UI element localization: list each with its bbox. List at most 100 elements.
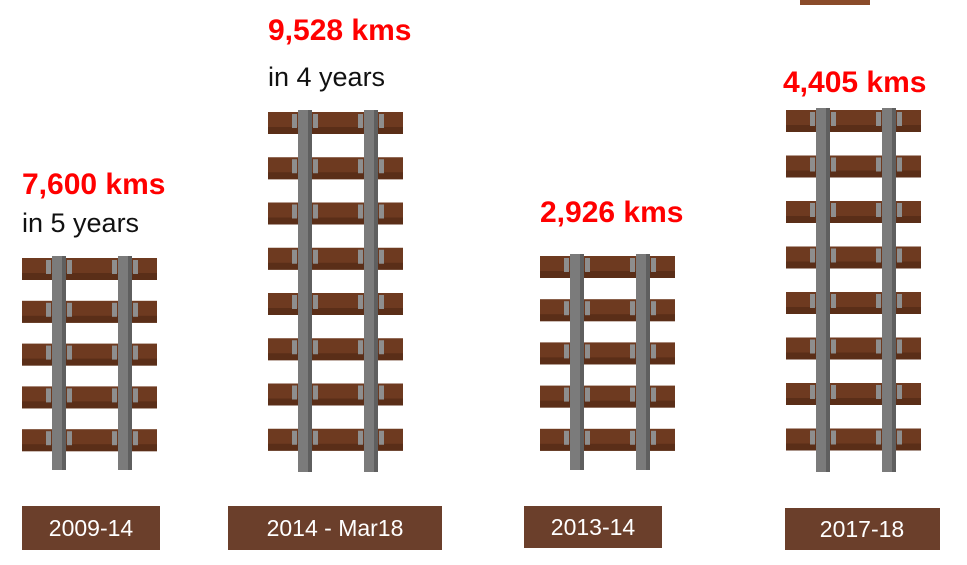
- rail-plate: [379, 340, 384, 355]
- rail-plate: [379, 159, 384, 174]
- rail-plate: [897, 430, 902, 445]
- rail-plate: [292, 204, 297, 219]
- sleeper-shade: [786, 216, 921, 223]
- rail-plate: [292, 385, 297, 400]
- period-box: [524, 506, 662, 548]
- rail-plate: [831, 430, 836, 445]
- sleeper-shade: [268, 217, 403, 225]
- rail-edge: [62, 256, 66, 470]
- rail-plate: [67, 431, 72, 446]
- rail-plate: [67, 388, 72, 403]
- rail-plate: [564, 387, 569, 402]
- sleeper-shade: [540, 271, 675, 278]
- rail-plate: [313, 295, 318, 309]
- sleeper-shade: [22, 273, 157, 280]
- rail-plate: [112, 345, 117, 360]
- sleeper-shade: [786, 398, 921, 405]
- sleeper-shade: [268, 443, 403, 451]
- rail-edge: [826, 108, 830, 472]
- rail-plate: [630, 387, 635, 402]
- rail-plate: [630, 430, 635, 445]
- headline: 4,405 kms: [783, 66, 926, 99]
- sleeper-shade: [268, 262, 403, 270]
- sleeper-shade: [540, 443, 675, 451]
- rail-plate: [831, 203, 836, 217]
- rail-plate: [651, 430, 656, 445]
- rail-plate: [379, 249, 384, 264]
- rail-plate: [651, 258, 656, 272]
- rail-plate: [897, 112, 902, 126]
- rail-plate: [564, 258, 569, 272]
- rail-plate: [630, 301, 635, 316]
- sleeper-shade: [22, 444, 157, 452]
- period-label: 2017-18: [820, 516, 904, 542]
- rail-plate: [67, 345, 72, 360]
- rail-plate: [810, 157, 815, 172]
- rail-plate: [585, 344, 590, 359]
- period-box: [785, 508, 940, 550]
- corner-decoration: [800, 0, 870, 5]
- sleeper-shade: [268, 127, 403, 134]
- rail-plate: [313, 385, 318, 400]
- headline: 7,600 kms: [22, 168, 165, 201]
- sleeper-shade: [268, 353, 403, 361]
- rail-plate: [831, 294, 836, 308]
- rail-plate: [564, 344, 569, 359]
- rail-plate: [585, 258, 590, 272]
- period-label: 2014 - Mar18: [267, 515, 404, 541]
- rail-plate: [810, 294, 815, 308]
- rail-plate: [379, 204, 384, 219]
- rail-plate: [876, 112, 881, 126]
- rail-plate: [585, 430, 590, 445]
- rail-plate: [810, 248, 815, 263]
- rail-plate: [313, 159, 318, 174]
- rail-plate: [112, 431, 117, 446]
- rail-plate: [292, 430, 297, 445]
- rail-plate: [46, 302, 51, 317]
- sleeper-shade: [786, 170, 921, 178]
- rail-plate: [112, 260, 117, 274]
- rail-plate: [810, 385, 815, 399]
- rail-plate: [876, 430, 881, 445]
- rail-plate: [133, 260, 138, 274]
- rail-plate: [46, 431, 51, 446]
- rail-plate: [379, 430, 384, 445]
- rail-plate: [313, 430, 318, 445]
- sleeper-shade: [268, 172, 403, 180]
- rail-plate: [897, 157, 902, 172]
- rail-plate: [651, 387, 656, 402]
- sleeper-shade: [786, 352, 921, 360]
- rail-plate: [67, 260, 72, 274]
- headline: 9,528 kms: [268, 14, 411, 47]
- rail-edge: [646, 254, 650, 470]
- rail-plate: [313, 249, 318, 264]
- sleeper-shade: [22, 315, 157, 323]
- rail-plate: [358, 340, 363, 355]
- rail-plate: [358, 114, 363, 128]
- sleeper-shade: [540, 314, 675, 322]
- rail-plate: [313, 340, 318, 355]
- headline: 2,926 kms: [540, 196, 683, 229]
- sleeper-shade: [786, 125, 921, 132]
- rail-plate: [831, 112, 836, 126]
- rail-edge: [308, 110, 312, 472]
- rail-plate: [379, 114, 384, 128]
- rail-plate: [630, 258, 635, 272]
- rail-plate: [358, 430, 363, 445]
- rail-plate: [876, 157, 881, 172]
- rail-plate: [810, 430, 815, 445]
- tracks: [22, 108, 921, 472]
- rail-plate: [651, 344, 656, 359]
- rail-plate: [292, 295, 297, 309]
- rail-plate: [831, 385, 836, 399]
- rail-plate: [133, 431, 138, 446]
- rail-plate: [651, 301, 656, 316]
- rail-plate: [876, 339, 881, 354]
- rail-plate: [313, 204, 318, 219]
- sleeper-shade: [540, 357, 675, 365]
- rail-plate: [292, 159, 297, 174]
- rail-plate: [46, 388, 51, 403]
- rail-plate: [292, 114, 297, 128]
- rail-plate: [46, 345, 51, 360]
